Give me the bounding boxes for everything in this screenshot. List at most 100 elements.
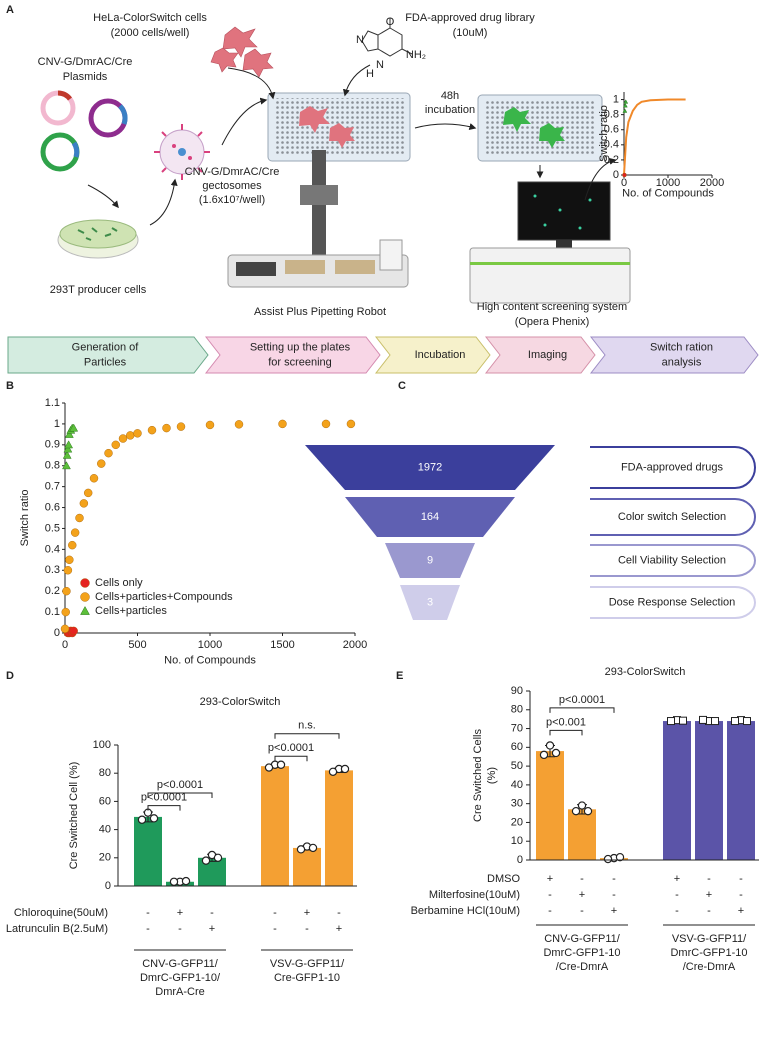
- panel-label: C: [398, 380, 406, 392]
- y-tick-label: 10: [511, 835, 523, 847]
- point: [731, 717, 739, 726]
- marker: [79, 499, 89, 508]
- point: [340, 764, 350, 774]
- selection-bracket: [590, 544, 756, 577]
- condition-sign: -: [548, 905, 552, 917]
- point: [181, 876, 191, 886]
- condition-sign: +: [336, 923, 342, 935]
- workflow-text: Generation of: [72, 341, 140, 353]
- illustrations: [40, 18, 631, 304]
- y-tick-label: 0.4: [604, 139, 619, 151]
- marker: [63, 444, 73, 453]
- condition-sign: -: [675, 889, 679, 901]
- funnel-stage: [305, 445, 555, 490]
- point: [296, 845, 306, 854]
- y-tick-label: 1: [54, 418, 60, 430]
- y-axis-label: Switch ratio: [598, 105, 610, 162]
- condition-sign: +: [209, 923, 215, 935]
- point: [137, 815, 147, 824]
- point: [615, 852, 625, 862]
- producer-text: 293T producer cells: [50, 284, 147, 296]
- marker: [62, 586, 71, 596]
- bar: [663, 721, 691, 860]
- group-label: CNV-G-GFP11/: [142, 958, 219, 970]
- point: [577, 801, 587, 810]
- y-tick-label: 0: [517, 854, 523, 866]
- y-tick-label: 0.8: [604, 109, 619, 121]
- condition-label: DMSO: [487, 873, 520, 885]
- marker: [69, 626, 78, 636]
- marker: [234, 420, 244, 429]
- selection-label: Cell Viability Selection: [618, 554, 726, 566]
- y-tick-label: 100: [93, 739, 111, 751]
- point: [743, 717, 751, 726]
- selection-bracket: [590, 586, 756, 619]
- marker: [205, 420, 215, 430]
- selection-label: Color switch Selection: [618, 511, 726, 523]
- panel-label: A: [6, 4, 14, 16]
- y-tick-label: 0.9: [45, 439, 60, 451]
- y-tick-label: 80: [511, 704, 523, 716]
- condition-label: Berbamine HCl(10uM): [411, 905, 520, 917]
- marker: [162, 423, 171, 433]
- funnel-count: 164: [421, 511, 439, 523]
- condition-label: Milterfosine(10uM): [429, 889, 520, 901]
- group-label: DmrC-GFP1-10/: [140, 972, 221, 984]
- bracket: [147, 792, 213, 798]
- funnel-count: 3: [427, 596, 433, 608]
- marker: [80, 605, 90, 615]
- point: [699, 715, 707, 724]
- marker: [83, 488, 93, 498]
- marker: [622, 103, 628, 108]
- y-tick-label: 80: [99, 767, 111, 779]
- x-axis-label: No. of Compounds: [164, 655, 256, 667]
- petri-dish: [57, 219, 139, 259]
- bar: [568, 809, 596, 860]
- workflow-text: analysis: [662, 356, 702, 368]
- incubation-text: incubation: [425, 104, 475, 116]
- bar: [134, 816, 162, 886]
- funnel-stage: [400, 585, 460, 620]
- group-label: Cre-GFP1-10: [274, 972, 340, 984]
- plasmid-text: CNV-G/DmrAC/Cre: [38, 56, 133, 68]
- plasmid-text: Plasmids: [63, 71, 108, 83]
- marker: [104, 448, 113, 458]
- point: [328, 767, 338, 776]
- gectosome: [154, 124, 210, 180]
- workflow-step: [204, 336, 381, 374]
- y-tick-label: 0.2: [45, 585, 60, 597]
- group-label: DmrC-GFP1-10: [543, 947, 620, 959]
- marker: [126, 431, 135, 440]
- funnel-stage: [385, 543, 475, 578]
- arrows: [87, 64, 617, 226]
- selection-bracket: [590, 446, 756, 489]
- workflow-text: Imaging: [528, 349, 567, 361]
- marker: [80, 578, 90, 588]
- marker: [75, 513, 84, 523]
- marker: [69, 423, 79, 432]
- marker: [63, 566, 73, 575]
- bracket: [147, 805, 181, 811]
- marker: [622, 172, 627, 178]
- point: [308, 843, 318, 853]
- marker: [278, 419, 287, 429]
- condition-sign: +: [611, 905, 617, 917]
- y-tick-label: 0.6: [604, 124, 619, 136]
- marker: [68, 540, 77, 550]
- y-tick-label: 20: [511, 816, 523, 828]
- significance: p<0.0001: [141, 792, 187, 804]
- panel-label: B: [6, 380, 14, 392]
- bar: [695, 721, 723, 860]
- marker: [65, 555, 74, 565]
- group-label: VSV-G-GFP11/: [270, 958, 345, 970]
- point: [276, 760, 286, 769]
- condition-sign: -: [739, 889, 743, 901]
- condition-sign: -: [739, 873, 743, 885]
- x-tick-label: 1500: [270, 639, 294, 651]
- panel-label: D: [6, 670, 14, 682]
- condition-sign: +: [304, 907, 310, 919]
- bar: [325, 770, 353, 886]
- screening-text: (Opera Phenix): [515, 316, 590, 328]
- marker: [89, 474, 99, 483]
